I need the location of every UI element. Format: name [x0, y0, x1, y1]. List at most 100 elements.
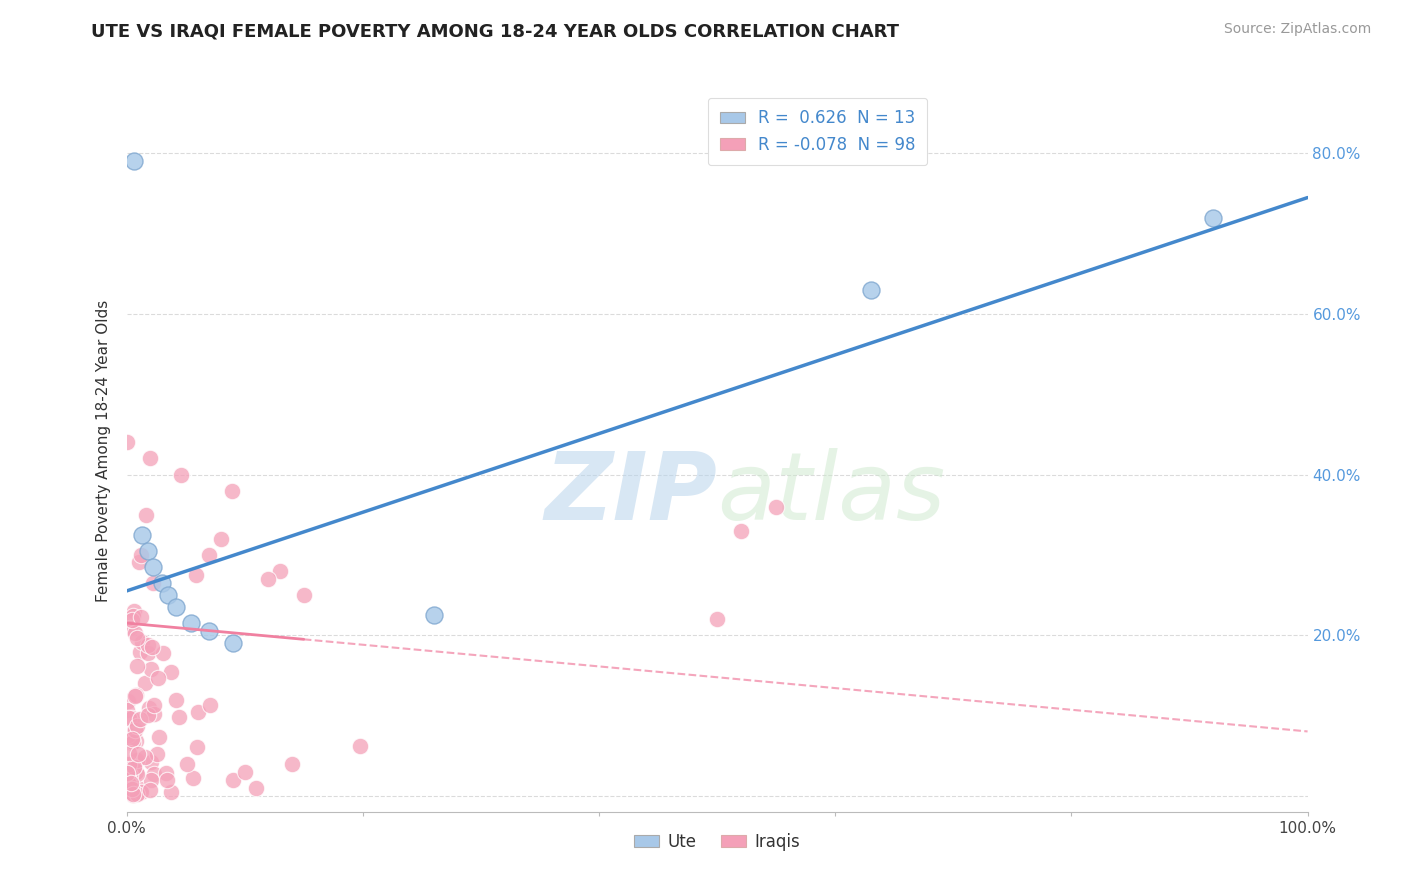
- Point: [245, 780, 267, 795]
- Point: [159, 665, 181, 679]
- Point: [281, 756, 304, 771]
- Point: [148, 730, 170, 744]
- Point: [349, 739, 371, 754]
- Point: [136, 707, 159, 722]
- Y-axis label: Female Poverty Among 18-24 Year Olds: Female Poverty Among 18-24 Year Olds: [96, 300, 111, 601]
- Point: [122, 735, 145, 749]
- Point: [118, 777, 141, 791]
- Point: [180, 615, 202, 630]
- Point: [146, 671, 169, 685]
- Point: [121, 613, 143, 627]
- Point: [118, 768, 141, 782]
- Point: [184, 568, 207, 582]
- Point: [125, 659, 148, 673]
- Point: [121, 736, 143, 750]
- Text: atlas: atlas: [717, 449, 945, 540]
- Point: [142, 707, 165, 722]
- Point: [124, 625, 146, 640]
- Point: [141, 560, 163, 574]
- Point: [136, 647, 159, 661]
- Point: [121, 788, 143, 802]
- Point: [152, 646, 174, 660]
- Point: [150, 576, 173, 591]
- Point: [198, 624, 221, 639]
- Point: [125, 753, 148, 767]
- Point: [135, 508, 157, 522]
- Point: [160, 785, 183, 799]
- Point: [156, 588, 179, 602]
- Point: [115, 703, 138, 717]
- Point: [121, 609, 143, 624]
- Point: [139, 773, 162, 788]
- Point: [155, 766, 177, 780]
- Point: [146, 747, 169, 761]
- Point: [129, 781, 152, 796]
- Point: [167, 710, 190, 724]
- Point: [121, 711, 143, 725]
- Point: [127, 747, 149, 762]
- Point: [131, 634, 153, 648]
- Point: [134, 750, 156, 764]
- Point: [117, 694, 139, 708]
- Text: Source: ZipAtlas.com: Source: ZipAtlas.com: [1223, 22, 1371, 37]
- Point: [122, 760, 145, 774]
- Point: [115, 435, 138, 450]
- Point: [118, 785, 141, 799]
- Point: [138, 701, 160, 715]
- Point: [233, 764, 256, 779]
- Point: [125, 764, 148, 779]
- Point: [176, 757, 198, 772]
- Point: [209, 532, 232, 546]
- Point: [141, 640, 163, 654]
- Point: [1202, 211, 1225, 225]
- Point: [139, 451, 162, 466]
- Point: [859, 283, 882, 297]
- Point: [124, 723, 146, 737]
- Point: [143, 767, 166, 781]
- Point: [269, 564, 291, 578]
- Point: [117, 756, 139, 771]
- Point: [117, 769, 139, 783]
- Point: [120, 776, 142, 790]
- Point: [187, 705, 209, 719]
- Point: [127, 631, 149, 645]
- Point: [117, 728, 139, 742]
- Point: [131, 527, 153, 541]
- Point: [222, 636, 245, 650]
- Point: [198, 698, 221, 712]
- Point: [122, 154, 145, 169]
- Point: [122, 787, 145, 801]
- Point: [117, 770, 139, 784]
- Point: [128, 555, 150, 569]
- Point: [129, 645, 152, 659]
- Point: [118, 711, 141, 725]
- Point: [165, 692, 187, 706]
- Point: [125, 688, 148, 702]
- Point: [142, 576, 165, 591]
- Point: [125, 787, 148, 801]
- Point: [125, 719, 148, 733]
- Point: [198, 548, 221, 562]
- Point: [141, 756, 163, 770]
- Point: [118, 746, 141, 760]
- Point: [124, 734, 146, 748]
- Point: [129, 785, 152, 799]
- Point: [118, 621, 141, 635]
- Legend: Ute, Iraqis: Ute, Iraqis: [627, 826, 807, 857]
- Point: [170, 467, 193, 482]
- Point: [143, 698, 166, 712]
- Point: [141, 661, 163, 675]
- Point: [129, 610, 152, 624]
- Point: [134, 676, 156, 690]
- Point: [117, 769, 139, 783]
- Point: [122, 604, 145, 618]
- Point: [156, 772, 179, 787]
- Point: [765, 500, 787, 514]
- Point: [129, 712, 152, 726]
- Point: [422, 608, 444, 623]
- Text: UTE VS IRAQI FEMALE POVERTY AMONG 18-24 YEAR OLDS CORRELATION CHART: UTE VS IRAQI FEMALE POVERTY AMONG 18-24 …: [91, 22, 900, 40]
- Point: [292, 588, 315, 602]
- Point: [120, 774, 142, 789]
- Point: [136, 543, 159, 558]
- Point: [124, 690, 146, 704]
